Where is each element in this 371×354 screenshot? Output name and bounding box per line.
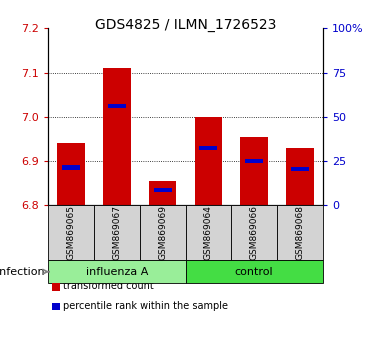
Bar [103,68,131,205]
Bar [62,166,80,170]
Bar [154,188,171,192]
Text: transformed count: transformed count [63,281,154,291]
Text: GSM869068: GSM869068 [295,205,304,260]
Text: GSM869065: GSM869065 [67,205,76,260]
Bar [108,103,126,108]
Bar [245,159,263,163]
Text: GSM869067: GSM869067 [112,205,121,260]
Text: influenza A: influenza A [86,267,148,277]
Text: GSM869069: GSM869069 [158,205,167,260]
Bar [200,145,217,150]
Text: percentile rank within the sample: percentile rank within the sample [63,301,228,311]
Text: control: control [235,267,273,277]
Bar [286,148,313,205]
Bar [149,181,176,205]
Bar [291,167,309,171]
Bar [58,143,85,205]
Text: GDS4825 / ILMN_1726523: GDS4825 / ILMN_1726523 [95,18,276,32]
Bar [240,137,268,205]
Text: infection: infection [0,267,45,277]
Bar [195,117,222,205]
Text: GSM869066: GSM869066 [250,205,259,260]
Text: GSM869064: GSM869064 [204,205,213,260]
